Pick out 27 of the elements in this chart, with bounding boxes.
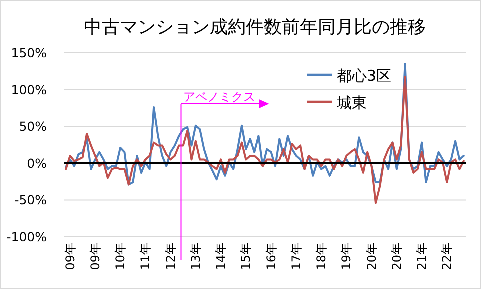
y-tick-label: 0% xyxy=(27,156,48,171)
x-tick-label: 18年 xyxy=(314,243,329,270)
x-tick-label: 17年 xyxy=(289,243,304,270)
y-tick-label: 150% xyxy=(11,46,48,60)
legend-label: 城東 xyxy=(336,94,367,112)
x-tick-label: 16年 xyxy=(264,243,278,270)
x-tick-label: 09年 xyxy=(63,243,78,270)
x-tick-label: 11年 xyxy=(138,243,153,270)
x-tick-label: 12年 xyxy=(164,243,178,270)
x-tick-label: 22年 xyxy=(440,243,454,270)
x-tick-label: 10年 xyxy=(114,243,128,270)
x-tick-label: 20年 xyxy=(390,243,404,270)
x-tick-label: 13年 xyxy=(188,243,203,270)
line-series xyxy=(65,63,465,186)
y-tick-label: 50% xyxy=(19,119,48,134)
x-tick-label: 19年 xyxy=(340,243,354,270)
x-tick-label: 20年 xyxy=(364,243,379,270)
legend-label: 都心3区 xyxy=(337,67,392,85)
x-tick-label: 14年 xyxy=(214,243,228,270)
x-tick-label: 09年 xyxy=(88,243,102,270)
x-tick-label: 15年 xyxy=(239,243,254,270)
y-tick-label: -50% xyxy=(14,192,48,208)
y-tick-label: 100% xyxy=(11,82,48,98)
y-tick-label: -100% xyxy=(6,230,48,244)
chart-title: 中古マンション成約件数前年同月比の推移 xyxy=(84,17,426,38)
x-tick-label: 21年 xyxy=(415,243,430,270)
annotation: アベノミクス xyxy=(183,90,256,104)
